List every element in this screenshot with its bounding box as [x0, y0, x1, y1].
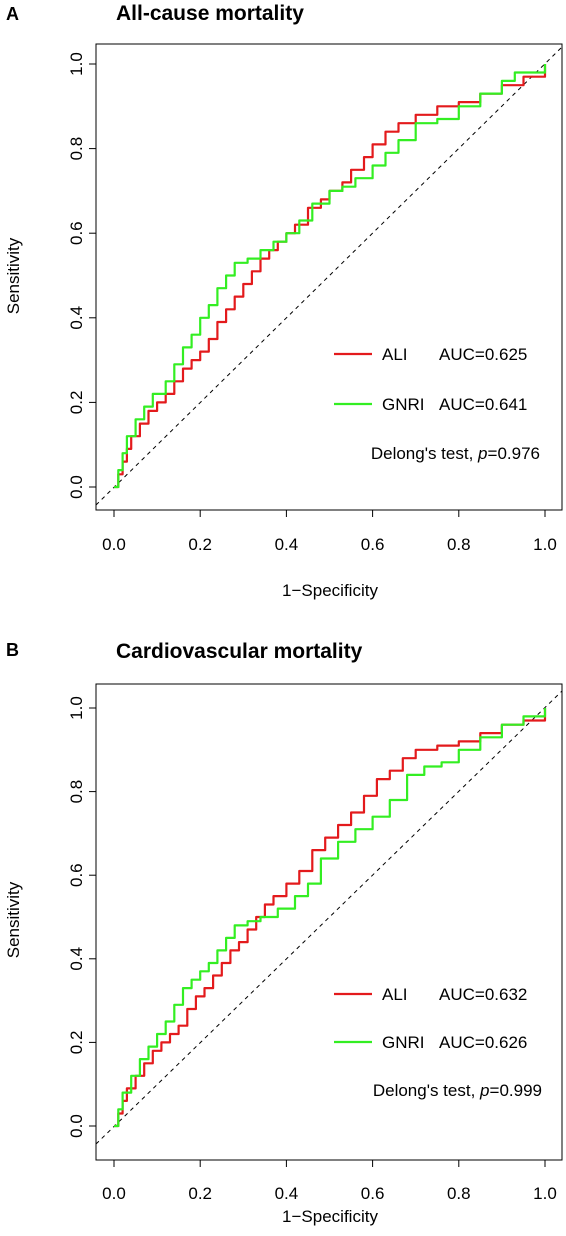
y-tick-label: 0.6: [67, 221, 86, 245]
panel-all-cause: A All-cause mortality 0.0 0.2 0.4 0.6 0.8 1.0…: [4, 2, 563, 600]
legend-label-ali: ALI: [382, 345, 408, 364]
y-tick-label: 0.6: [67, 863, 86, 887]
y-tick-label: 0.2: [67, 391, 86, 415]
delong-test-annotation: Delong's test, p=0.976: [371, 444, 540, 463]
reference-diagonal: [95, 46, 563, 506]
y-axis: 0.0 0.2 0.4 0.6 0.8 1.0: [67, 696, 96, 1138]
delong-p-value: =0.976: [488, 444, 540, 463]
x-tick-label: 0.8: [447, 535, 471, 554]
plot-frame: [95, 43, 563, 511]
legend-label-gnri: GNRI: [382, 395, 425, 414]
y-axis-label: Sensitivity: [4, 881, 23, 958]
y-tick-label: 0.0: [67, 475, 86, 499]
legend-label-gnri: GNRI: [382, 1033, 425, 1052]
roc-curve-gnri: [114, 708, 547, 1128]
legend-label-ali: ALI: [382, 985, 408, 1004]
x-tick-label: 0.6: [361, 535, 385, 554]
y-tick-label: 1.0: [67, 696, 86, 720]
x-tick-label: 0.6: [361, 1184, 385, 1203]
roc-curves: [114, 708, 547, 1128]
panel-label: A: [6, 4, 19, 24]
y-axis: 0.0 0.2 0.4 0.6 0.8 1.0: [67, 52, 96, 499]
roc-curves: [114, 64, 547, 489]
x-axis-label: 1−Specificity: [282, 1207, 378, 1226]
x-tick-label: 1.0: [533, 1184, 557, 1203]
x-axis-label: 1−Specificity: [282, 581, 378, 600]
y-tick-label: 0.2: [67, 1031, 86, 1055]
y-tick-label: 0.4: [67, 306, 86, 330]
delong-test-annotation: Delong's test, p=0.999: [373, 1081, 542, 1100]
delong-p-value: =0.999: [490, 1081, 542, 1100]
x-tick-label: 1.0: [533, 535, 557, 554]
chart-title: Cardiovascular mortality: [116, 640, 363, 663]
x-axis: 0.0 0.2 0.4 0.6 0.8 1.0: [102, 1160, 557, 1203]
x-tick-label: 0.8: [447, 1184, 471, 1203]
panel-label: B: [6, 640, 19, 660]
legend: ALI AUC=0.625 GNRI AUC=0.641 Delong's te…: [334, 345, 540, 463]
x-axis: 0.0 0.2 0.4 0.6 0.8 1.0: [102, 510, 557, 554]
legend-auc-gnri: AUC=0.626: [439, 1033, 527, 1052]
panel-cardiovascular: B Cardiovascular mortality 0.0 0.2 0.4 0.6 0…: [0, 618, 566, 1236]
x-tick-label: 0.4: [275, 1184, 299, 1203]
legend: ALI AUC=0.632 GNRI AUC=0.626 Delong's te…: [334, 985, 542, 1100]
y-axis-label: Sensitivity: [4, 237, 23, 314]
y-tick-label: 1.0: [67, 52, 86, 76]
reference-diagonal: [95, 690, 563, 1145]
legend-auc-ali: AUC=0.632: [439, 985, 527, 1004]
x-tick-label: 0.0: [102, 535, 126, 554]
legend-auc-gnri: AUC=0.641: [439, 395, 527, 414]
y-tick-label: 0.0: [67, 1114, 86, 1138]
x-tick-label: 0.2: [188, 535, 212, 554]
chart-title: All-cause mortality: [116, 2, 304, 25]
roc-curve-gnri: [114, 64, 547, 489]
x-tick-label: 0.2: [188, 1184, 212, 1203]
plot-frame: [95, 683, 563, 1161]
delong-prefix: Delong's test,: [373, 1081, 480, 1100]
y-tick-label: 0.4: [67, 947, 86, 971]
delong-p-symbol: p: [479, 1081, 489, 1100]
roc-chart-cardiovascular: B Cardiovascular mortality 0.00.20.40.60…: [4, 640, 563, 1226]
roc-chart-all-cause: A All-cause mortality 0.0 0.2 0.4 0.6 0.8 1.0…: [4, 2, 563, 600]
x-tick-label: 0.0: [102, 1184, 126, 1203]
delong-prefix: Delong's test,: [371, 444, 478, 463]
legend-auc-ali: AUC=0.625: [439, 345, 527, 364]
y-tick-label: 0.8: [67, 137, 86, 161]
x-tick-label: 0.4: [275, 535, 299, 554]
y-tick-label: 0.8: [67, 780, 86, 804]
delong-p-symbol: p: [477, 444, 487, 463]
